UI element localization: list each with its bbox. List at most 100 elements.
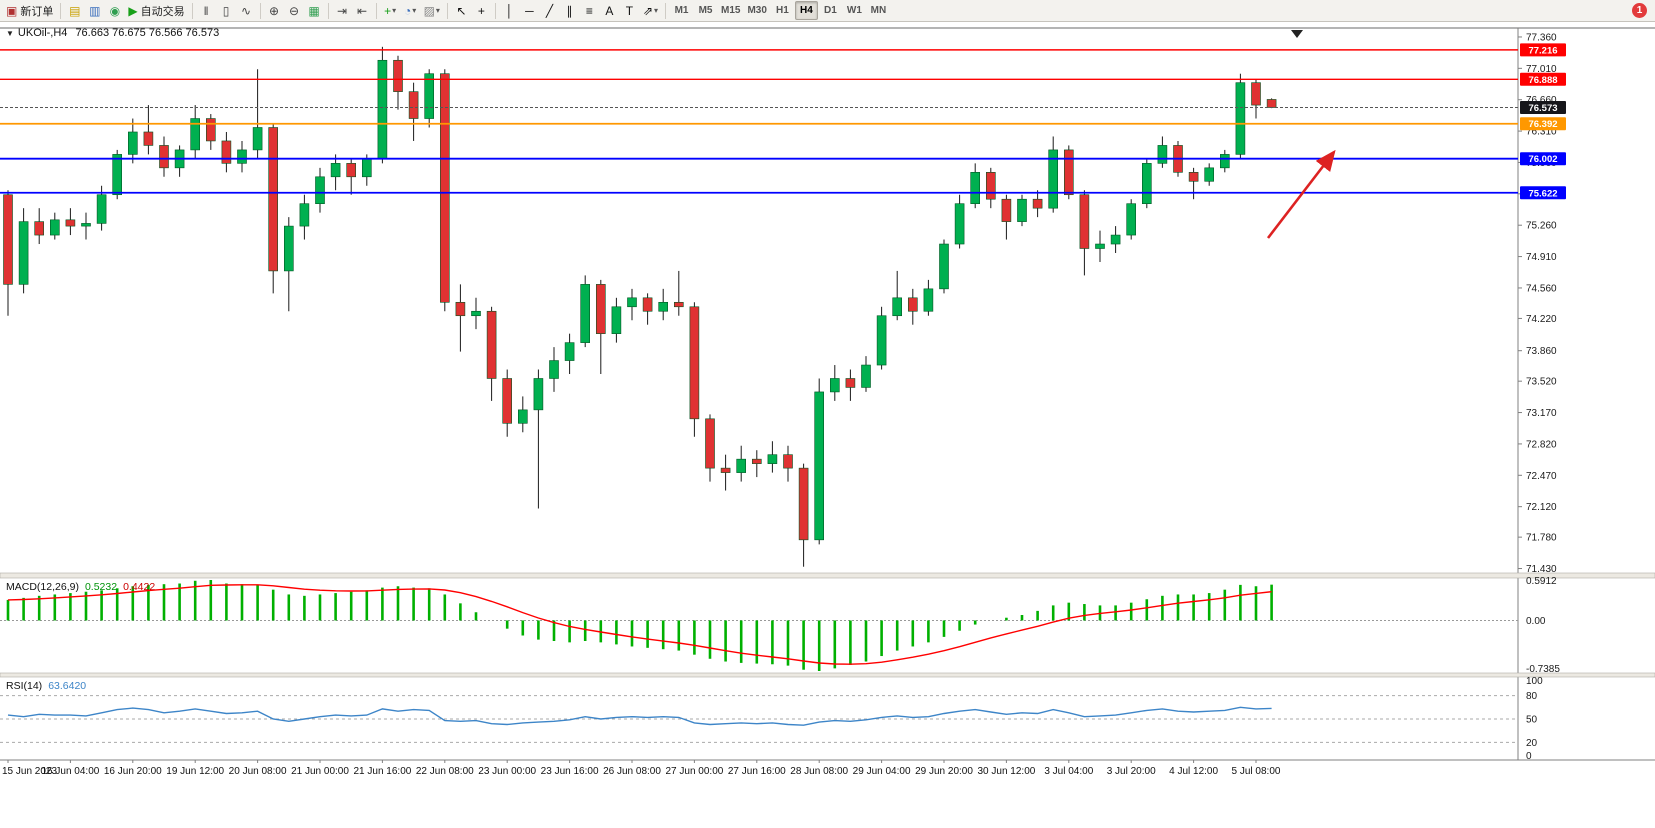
tile-windows-button[interactable]: ▦	[305, 1, 324, 20]
bull-candle	[861, 364, 871, 388]
cursor-icon: ↖	[456, 3, 467, 18]
toolbar-separator	[446, 2, 448, 19]
price-badge	[1520, 43, 1566, 57]
autotrading-button-label: 自动交易	[140, 5, 185, 18]
chart-shift-marker-icon[interactable]	[1291, 30, 1303, 38]
navigator-button[interactable]: ◉	[105, 1, 124, 20]
bear-candle	[3, 194, 13, 285]
bull-candle	[49, 219, 60, 236]
crosshair-button[interactable]: +	[472, 1, 491, 20]
price-badge	[1520, 186, 1566, 200]
svg-text:22 Jun 08:00: 22 Jun 08:00	[416, 766, 474, 777]
price-chart-canvas[interactable]: 77.36077.01076.66076.31075.96075.61075.2…	[0, 22, 1655, 828]
vertical-line-button[interactable]: │	[500, 1, 519, 20]
market-watch-icon: ▤	[69, 3, 81, 18]
svg-text:80: 80	[1526, 691, 1538, 702]
dropdown-caret-icon: ▾	[654, 6, 659, 15]
zoom-out-button[interactable]: ⊖	[285, 1, 304, 20]
svg-text:72.120: 72.120	[1526, 502, 1557, 513]
svg-text:71.780: 71.780	[1526, 533, 1557, 544]
trendline-icon: ╱	[545, 3, 554, 18]
bull-candle	[1142, 163, 1152, 204]
pane-splitter[interactable]	[0, 672, 1655, 678]
horizontal-lines-layer	[0, 49, 1518, 194]
bull-candle	[814, 391, 825, 541]
svg-text:20: 20	[1526, 738, 1538, 749]
zoom-out-icon: ⊖	[289, 3, 300, 18]
notification-badge[interactable]: 1	[1632, 3, 1647, 18]
svg-text:0: 0	[1526, 751, 1532, 762]
svg-text:3 Jul 20:00: 3 Jul 20:00	[1107, 766, 1156, 777]
bull-candle	[112, 154, 122, 196]
bull-candle	[1235, 82, 1246, 155]
bear-candle	[720, 467, 731, 473]
timeframe-h4-button[interactable]: H4	[794, 1, 818, 20]
pane-splitter[interactable]	[0, 572, 1655, 579]
text-button[interactable]: A	[600, 1, 619, 20]
timeframe-m15-button[interactable]: M15	[718, 1, 743, 20]
rsi-pane[interactable]: 100 80 50 20 0	[0, 676, 1543, 762]
svg-text:77.360: 77.360	[1526, 32, 1557, 43]
fibonacci-button[interactable]: ≡	[580, 1, 599, 20]
bull-candle	[954, 203, 965, 245]
text-label-button[interactable]: T	[620, 1, 639, 20]
price-badges: 77.216 76.888 76.392 76.002 75.622 76.573	[1520, 43, 1566, 200]
bull-candle	[1220, 154, 1230, 169]
zoom-in-button[interactable]: ⊕	[265, 1, 284, 20]
trend-arrow-annotation[interactable]	[1266, 149, 1336, 239]
horizontal-line-button[interactable]: ─	[520, 1, 539, 20]
svg-text:23 Jun 16:00: 23 Jun 16:00	[541, 766, 599, 777]
new-order-icon: ▣	[6, 3, 18, 18]
vertical-line-icon: │	[505, 3, 514, 18]
new-order-button[interactable]: ▣ 新订单	[3, 1, 56, 20]
svg-text:-0.7385: -0.7385	[1526, 664, 1560, 675]
toolbar-separator	[375, 2, 377, 19]
cursor-button[interactable]: ↖	[452, 1, 471, 20]
price-badge	[1520, 72, 1566, 86]
svg-text:76.310: 76.310	[1526, 127, 1557, 138]
candlestick-chart-button[interactable]: ▯	[217, 1, 236, 20]
timeframe-h1-button[interactable]: H1	[771, 1, 794, 20]
auto-scroll-button[interactable]: ⇥	[333, 1, 352, 20]
timeframe-mn-button[interactable]: MN	[867, 1, 890, 20]
svg-text:77.010: 77.010	[1526, 64, 1557, 75]
bull-candle	[1204, 167, 1214, 182]
svg-text:74.910: 74.910	[1526, 252, 1557, 263]
timeframe-w1-button[interactable]: W1	[843, 1, 866, 20]
timeframe-m15-button-label: M15	[721, 5, 741, 16]
svg-text:76.392: 76.392	[1528, 119, 1557, 130]
arrows-button[interactable]: ⇗ ▾	[640, 1, 661, 20]
market-watch-button[interactable]: ▤	[65, 1, 84, 20]
bear-candle	[907, 297, 918, 312]
timeframe-m5-button[interactable]: M5	[694, 1, 717, 20]
line-chart-button[interactable]: ∿	[237, 1, 256, 20]
bull-candle	[580, 284, 591, 343]
timeframe-m1-button[interactable]: M1	[670, 1, 693, 20]
bull-candle	[424, 73, 435, 119]
svg-text:0.5912: 0.5912	[1526, 576, 1557, 587]
autotrading-button[interactable]: ▶ 自动交易	[125, 1, 187, 20]
clock-icon: ◔	[403, 3, 412, 18]
indicators-button[interactable]: + ▾	[381, 1, 400, 20]
macd-pane[interactable]: 0.5912 0.00 -0.7385	[0, 576, 1560, 675]
channel-icon: ∥	[566, 3, 573, 18]
bear-candle	[486, 310, 497, 379]
timeframe-d1-button[interactable]: D1	[819, 1, 842, 20]
bar-chart-button[interactable]: ‖	[197, 1, 216, 20]
bear-candle	[65, 219, 76, 227]
bear-candle	[393, 59, 403, 92]
crosshair-icon: +	[477, 3, 485, 18]
templates-button[interactable]: ▨ ▾	[421, 1, 443, 20]
timeframe-m30-button[interactable]: M30	[744, 1, 769, 20]
chart-header: ▼ UKOil-,H4 76.663 76.675 76.566 76.573	[6, 27, 219, 39]
channel-button[interactable]: ∥	[560, 1, 579, 20]
template-icon: ▨	[423, 3, 435, 18]
svg-text:76.888: 76.888	[1528, 75, 1557, 86]
bull-candle	[970, 172, 981, 204]
chart-dropdown-marker-icon[interactable]: ▼	[6, 29, 14, 38]
chart-shift-button[interactable]: ⇤	[353, 1, 372, 20]
periods-button[interactable]: ◔ ▾	[401, 1, 420, 20]
data-window-button[interactable]: ▥	[85, 1, 104, 20]
trendline-button[interactable]: ╱	[540, 1, 559, 20]
